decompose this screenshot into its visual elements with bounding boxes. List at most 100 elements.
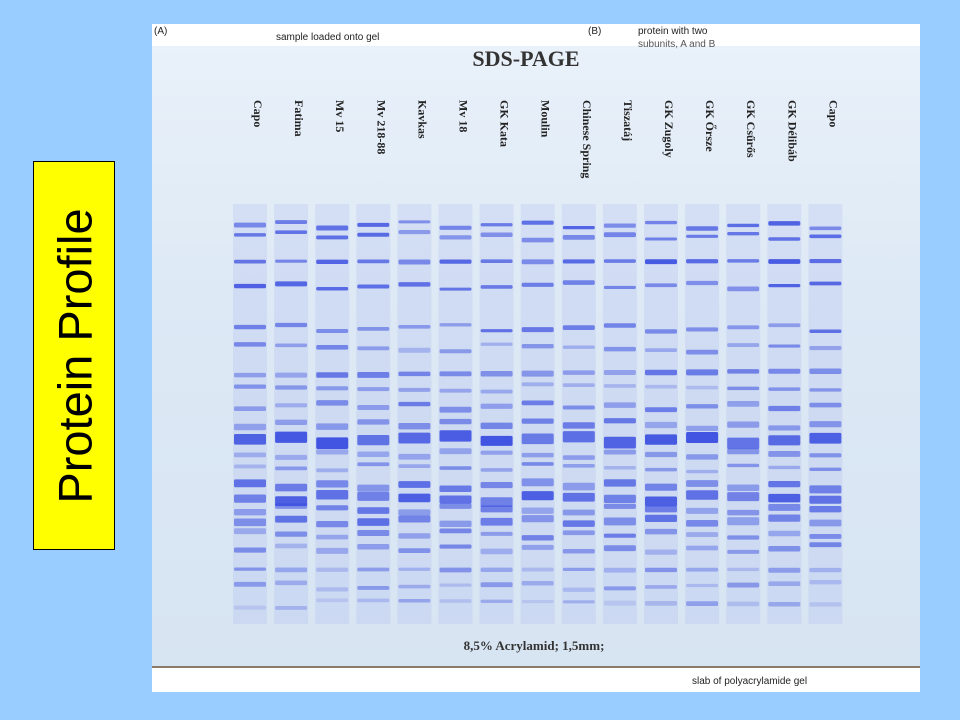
protein-band [275,503,308,509]
protein-band [234,509,266,516]
gel-lane [274,204,309,624]
protein-band [275,230,308,234]
protein-band [357,434,390,446]
gel-lane [602,204,637,624]
protein-band [562,492,595,502]
slide-title: Protein Profile [48,208,102,504]
protein-band [809,259,842,264]
protein-band [439,503,472,509]
protein-band [398,584,431,589]
protein-band [316,423,349,430]
protein-band [768,368,801,374]
protein-band [316,505,349,511]
protein-band [521,462,554,466]
protein-band [480,285,513,289]
lane-label: GK Kata [498,100,512,147]
gel-bottom-edge [152,666,920,668]
protein-band [727,509,760,516]
protein-band [439,583,472,587]
protein-band [521,433,554,445]
protein-band [768,344,801,348]
protein-band [603,479,636,487]
protein-band [480,223,513,227]
protein-band [316,259,349,264]
panel-a-label: (A) [154,26,168,37]
protein-band [562,226,595,230]
lane-label: Mv 15 [333,100,347,132]
protein-band [480,505,513,513]
protein-band [645,567,677,573]
protein-band [275,385,308,390]
protein-band [727,567,760,572]
protein-band [234,434,266,445]
protein-band [727,259,760,263]
lane-label: GK Délibáb [785,100,799,162]
protein-band [357,544,390,550]
protein-band [357,259,390,264]
protein-band [562,383,595,388]
protein-band [645,496,677,507]
gel-lane [561,204,596,624]
protein-band [357,232,390,237]
protein-band [316,400,349,406]
protein-band [521,515,554,523]
protein-band [316,225,349,231]
protein-band [768,514,801,522]
protein-band [809,281,842,286]
protein-band [357,462,390,467]
protein-band [686,385,719,390]
protein-band [521,599,554,604]
protein-band [480,468,513,472]
protein-band [603,567,636,573]
protein-band [809,226,842,231]
protein-band [521,580,554,586]
protein-band [439,225,472,230]
protein-band [398,548,431,554]
protein-band [357,284,390,289]
protein-band [521,400,554,406]
protein-band [275,567,308,573]
protein-band [686,507,719,514]
gel-lane [644,204,678,624]
gel-lane [726,204,761,624]
protein-band [686,469,719,474]
gel-lane [315,204,350,624]
protein-band [439,287,472,291]
protein-band [645,369,677,376]
protein-band [768,221,801,226]
protein-band [809,234,842,239]
protein-band [809,485,842,494]
protein-band [603,494,636,504]
protein-band [686,601,719,607]
protein-band [768,480,801,488]
protein-band [398,220,431,224]
panel-b-label: (B) [588,26,602,37]
protein-band [480,517,513,526]
protein-band [357,387,390,392]
protein-band [398,509,431,516]
protein-band [809,533,842,539]
protein-band [275,372,308,378]
protein-band [809,345,842,351]
protein-band [316,328,349,333]
protein-band [562,549,595,554]
protein-band [357,419,390,425]
protein-band [398,423,431,430]
protein-band [686,369,719,376]
protein-band [809,506,842,513]
protein-band [234,384,266,389]
protein-band [316,598,349,603]
protein-band [439,259,472,264]
protein-band [809,602,842,607]
protein-band [809,519,842,527]
protein-band [521,220,554,225]
lane-label: Mv 218-88 [374,100,388,154]
lane-label: Capo [826,100,840,127]
protein-band [645,237,677,241]
protein-band [275,483,308,492]
protein-band [603,402,636,408]
protein-band [316,567,349,572]
protein-band [316,587,349,592]
protein-band [521,544,554,550]
protein-band [727,400,760,407]
